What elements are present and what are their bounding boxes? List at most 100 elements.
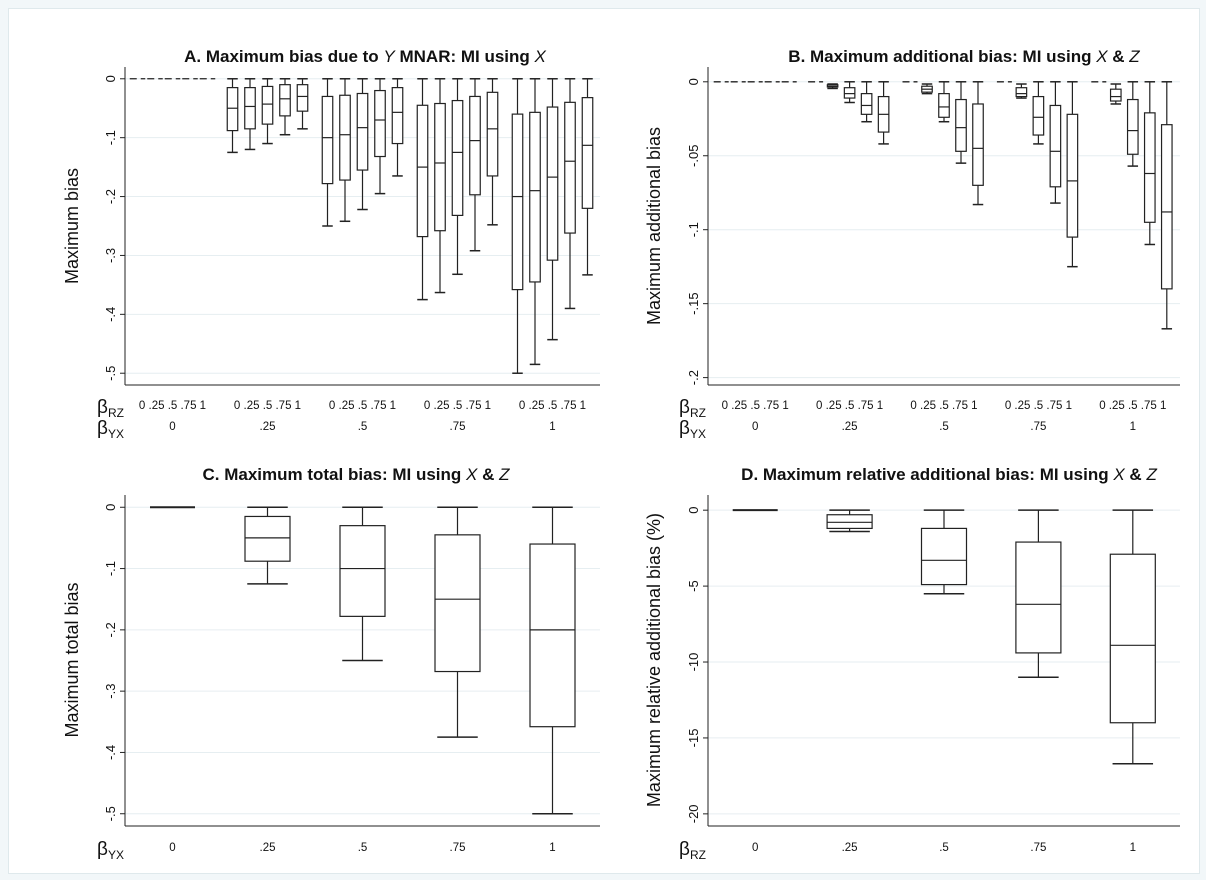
- y-tick-label: 0: [103, 75, 118, 82]
- x-tick-label: 1: [1130, 842, 1136, 854]
- box-A-3-4: [486, 78, 499, 226]
- x-tick-label: .25: [260, 842, 276, 854]
- beta-char: β: [679, 418, 690, 439]
- x-tick-label: 0 .25 .5 .75 1: [816, 400, 883, 412]
- iqr-box: [972, 103, 984, 186]
- iqr-box: [296, 84, 309, 112]
- box-B-3-2: [1032, 81, 1045, 145]
- iqr-box: [434, 102, 446, 232]
- y-tick-label: -.2: [103, 622, 118, 637]
- iqr-box: [529, 543, 576, 728]
- iqr-box: [339, 94, 351, 181]
- x-tick-label: 0 .25 .5 .75 1: [519, 400, 586, 412]
- box-A-3-0: [416, 78, 429, 301]
- beta-symbol: βYX: [97, 839, 124, 862]
- panel-title: C. Maximum total bias: MI using X & Z: [203, 465, 511, 484]
- x-tick-label: 1: [549, 842, 555, 854]
- x-tick-label: .25: [842, 842, 858, 854]
- beta-subscript: RZ: [690, 406, 706, 420]
- box-A-1-2: [261, 78, 274, 145]
- iqr-box: [564, 101, 576, 234]
- beta-char: β: [97, 397, 108, 418]
- iqr-box: [279, 84, 291, 117]
- box-A-1-4: [296, 78, 309, 130]
- title-part: &: [1125, 465, 1147, 484]
- panel-title: B. Maximum additional bias: MI using X &…: [788, 47, 1140, 66]
- box-D-2-0: [920, 509, 968, 595]
- box-B-4-4: [1160, 81, 1173, 330]
- title-part: X: [1095, 47, 1108, 66]
- y-axis-title: Maximum relative additional bias (%): [644, 513, 664, 807]
- box-A-4-0: [511, 78, 524, 374]
- iqr-box: [955, 98, 967, 152]
- x-tick-label: .75: [1030, 842, 1046, 854]
- iqr-box: [1109, 88, 1122, 102]
- title-part: Y: [383, 47, 396, 66]
- beta-char: β: [679, 839, 690, 860]
- y-tick-label: -15: [686, 729, 701, 748]
- box-A-4-1: [529, 78, 541, 366]
- beta-char: β: [97, 418, 108, 439]
- iqr-box: [1126, 98, 1139, 155]
- y-tick-label: -.3: [103, 248, 118, 263]
- y-tick-label: 0: [686, 507, 701, 514]
- y-tick-label: -.1: [686, 222, 701, 237]
- y-tick-label: -.1: [103, 130, 118, 145]
- iqr-box: [1015, 541, 1062, 654]
- box-C-3-0: [434, 506, 481, 738]
- beta-subscript: YX: [108, 848, 124, 862]
- y-tick-label: -.1: [103, 561, 118, 576]
- title-part: C. Maximum total bias: MI using: [203, 465, 467, 484]
- iqr-box: [434, 534, 481, 673]
- x-tick-label: .5: [939, 421, 949, 433]
- iqr-box: [1109, 553, 1156, 724]
- beta-subscript: RZ: [108, 406, 124, 420]
- box-D-3-0: [1015, 509, 1062, 678]
- iqr-box: [356, 92, 369, 171]
- x-tick-label: .5: [358, 842, 368, 854]
- x-tick-label: .75: [450, 842, 466, 854]
- iqr-box: [226, 87, 239, 132]
- box-B-1-1: [826, 83, 839, 90]
- box-A-1-3: [279, 78, 291, 136]
- box-B-1-3: [860, 81, 873, 123]
- y-tick-label: -.2: [686, 370, 701, 385]
- iqr-box: [391, 87, 404, 145]
- y-tick-label: -.4: [103, 307, 118, 322]
- x-tick-label: .75: [1030, 421, 1046, 433]
- iqr-box: [451, 99, 464, 217]
- box-A-2-1: [339, 78, 351, 223]
- box-A-3-2: [451, 78, 464, 276]
- iqr-box: [469, 95, 481, 196]
- y-tick-label: 0: [686, 78, 701, 85]
- box-A-3-1: [434, 78, 446, 294]
- iqr-box: [321, 95, 334, 185]
- iqr-box: [826, 514, 873, 530]
- x-tick-label: 0 .25 .5 .75 1: [329, 400, 396, 412]
- x-tick-label: .25: [260, 421, 276, 433]
- box-C-1-0: [244, 506, 291, 585]
- box-B-1-4: [877, 81, 890, 145]
- x-tick-label: 0 .25 .5 .75 1: [1099, 400, 1166, 412]
- box-A-4-3: [564, 78, 576, 310]
- y-tick-label: -.5: [103, 366, 118, 381]
- box-B-3-1: [1015, 83, 1028, 99]
- x-tick-label: 0: [169, 842, 175, 854]
- box-B-2-4: [972, 81, 984, 206]
- x-tick-label: 1: [549, 421, 555, 433]
- box-C-2-0: [339, 506, 386, 662]
- beta-symbol: βYX: [679, 418, 706, 441]
- y-tick-label: -5: [686, 580, 701, 592]
- box-A-1-1: [244, 78, 256, 151]
- iqr-box: [860, 93, 873, 115]
- title-part: D. Maximum relative additional bias: MI …: [741, 465, 1113, 484]
- iqr-box: [938, 93, 950, 118]
- iqr-box: [374, 89, 386, 158]
- x-tick-label: 0: [752, 842, 758, 854]
- panel-D: 0 -5 -10 -15 -20 Maximum relative additional …: [644, 465, 1180, 862]
- title-part: MNAR: MI using: [395, 47, 535, 66]
- iqr-box: [1143, 112, 1156, 223]
- x-tick-label: 1: [1130, 421, 1136, 433]
- box-D-4-0: [1109, 509, 1156, 765]
- box-C-4-0: [529, 506, 576, 815]
